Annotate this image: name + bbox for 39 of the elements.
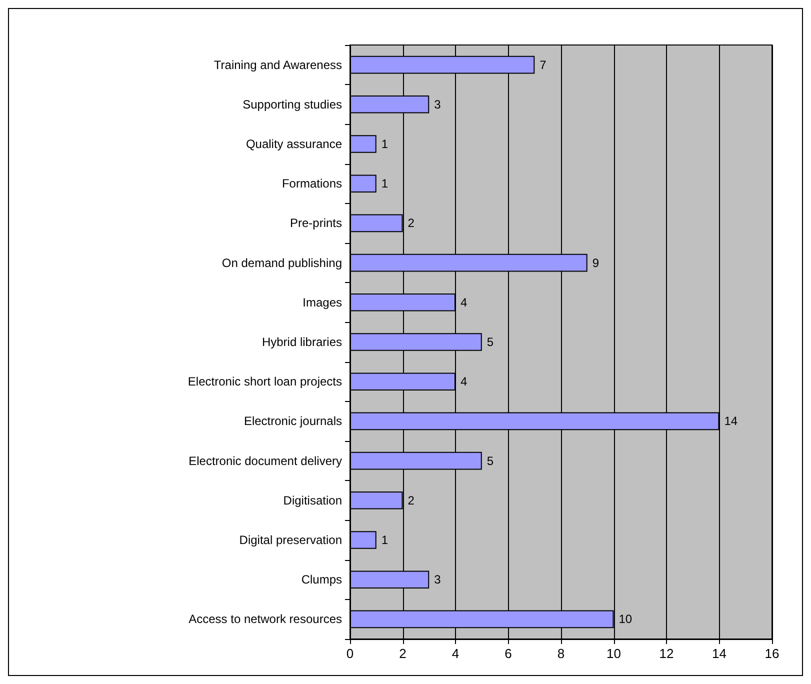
x-tick-label: 6 <box>504 646 512 661</box>
data-label: 4 <box>460 374 468 389</box>
x-tick-label: 12 <box>659 646 674 661</box>
y-tick-label: Images <box>302 295 342 310</box>
x-tick-label: 2 <box>399 646 406 661</box>
data-label: 3 <box>434 97 442 112</box>
x-tick-label: 0 <box>346 646 354 661</box>
y-tick-label: Electronic short loan projects <box>188 374 342 389</box>
data-label: 5 <box>486 454 494 468</box>
y-tick-label: Access to network resources <box>188 612 342 626</box>
y-tick-label: On demand publishing <box>222 256 342 270</box>
y-tick-label: Electronic document delivery <box>188 454 342 468</box>
data-label: 7 <box>540 58 547 72</box>
y-tick-label: Pre-prints <box>290 216 342 230</box>
x-tick-label: 10 <box>606 646 621 661</box>
x-tick-label: 4 <box>452 646 460 661</box>
data-label: 14 <box>724 414 738 428</box>
data-label: 2 <box>408 216 415 230</box>
y-tick-label: Hybrid libraries <box>262 335 342 349</box>
data-label: 1 <box>381 176 388 191</box>
y-tick-label: Supporting studies <box>242 97 342 112</box>
data-label: 10 <box>618 612 632 626</box>
data-label: 9 <box>592 256 600 270</box>
data-label: 1 <box>381 137 388 151</box>
data-label: 4 <box>460 295 468 310</box>
x-tick-label: 14 <box>712 646 726 661</box>
x-tick-label: 16 <box>764 646 780 661</box>
data-label: 2 <box>408 493 415 508</box>
y-tick-label: Training and Awareness <box>214 58 342 72</box>
data-label: 5 <box>486 335 494 349</box>
y-tick-label: Quality assurance <box>246 137 342 151</box>
y-tick-label: Clumps <box>301 572 342 587</box>
x-tick-label: 8 <box>557 646 565 661</box>
y-tick-label: Digitisation <box>283 493 342 508</box>
y-tick-label: Formations <box>282 176 342 191</box>
data-label: 3 <box>434 572 442 587</box>
y-tick-label: Digital preservation <box>239 533 342 547</box>
data-label: 1 <box>381 533 388 547</box>
y-tick-label: Electronic journals <box>244 414 342 428</box>
